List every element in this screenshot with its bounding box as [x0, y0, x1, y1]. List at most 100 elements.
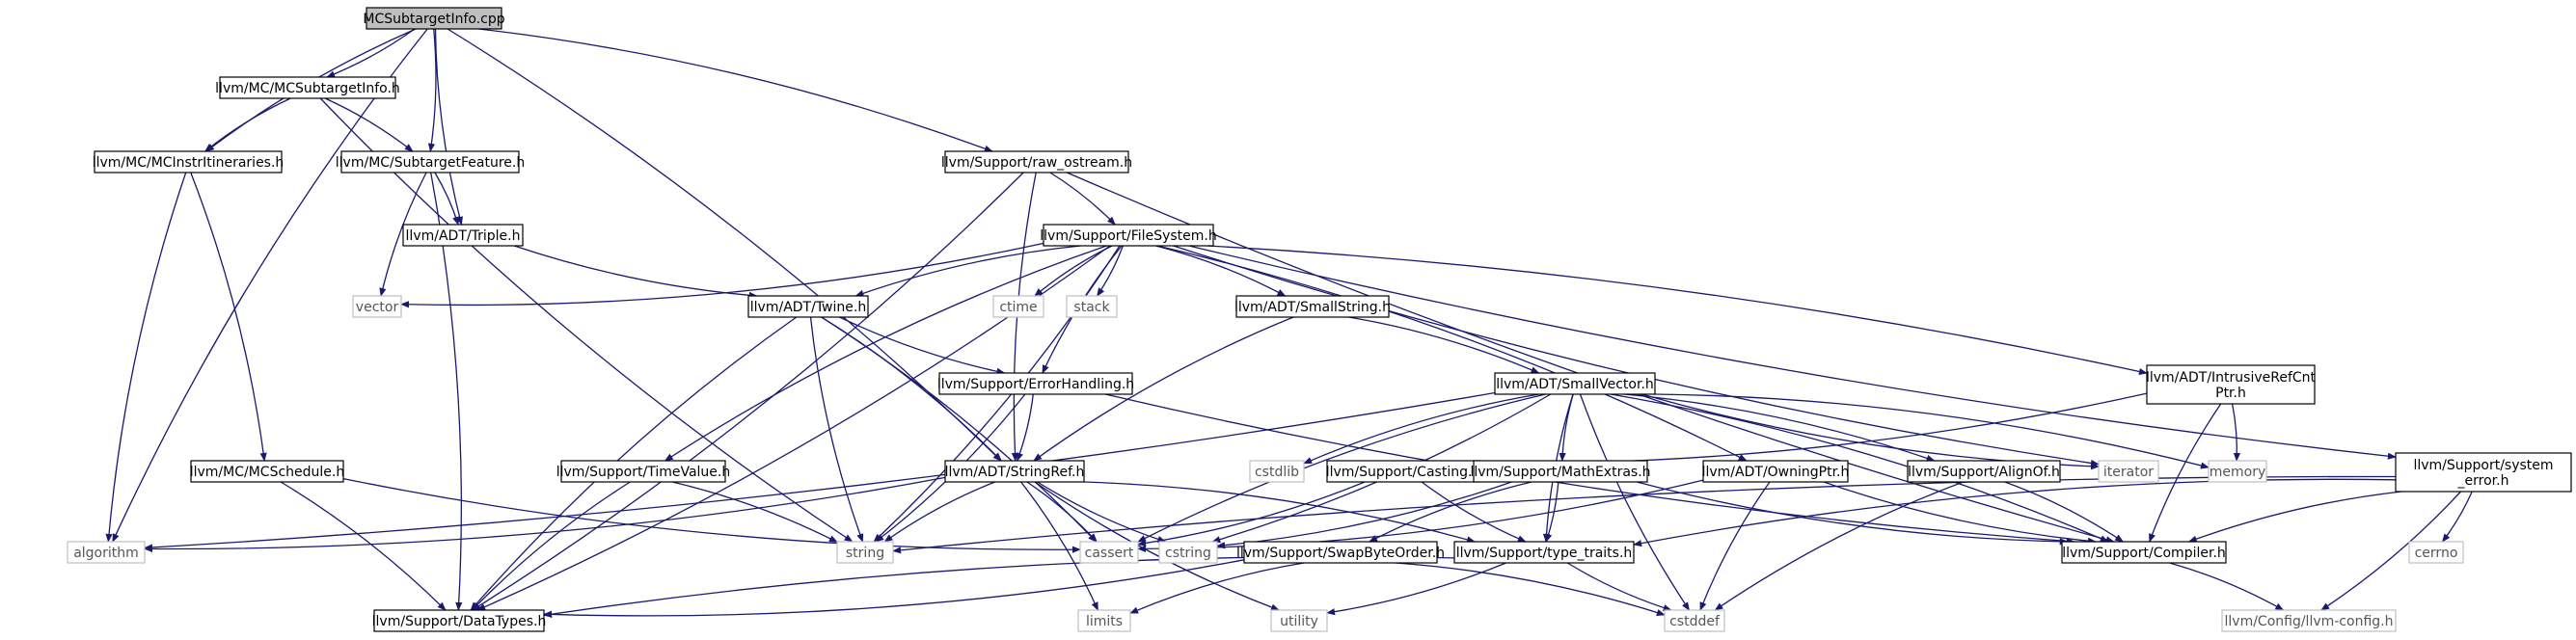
edge-llvm-mc-mcsubtargetinfo-h-to-llvm-mc-subtargetfeature-h [324, 97, 414, 152]
node-label: cerrno [2415, 546, 2458, 561]
node-mcsubtargetinfo-cpp[interactable]: MCSubtargetInfo.cpp [363, 7, 505, 30]
node-box [402, 224, 524, 247]
edge-llvm-support-alignof-h-to-llvm-support-compiler-h [2004, 481, 2125, 543]
edge-llvm-support-filesystem-h-to-llvm-adt-twine-h [854, 245, 1081, 297]
edge-llvm-support-swapbyteorder-h-to-llvm-support-datatypes-h [543, 559, 1245, 619]
node-limits: limits [1077, 609, 1131, 632]
edge-llvm-mc-mcinstritineraries-h-to-llvm-mc-mcschedule-h [190, 172, 267, 462]
node-llvm-mc-mcinstritineraries-h[interactable]: llvm/MC/MCInstrItineraries.h [93, 150, 285, 173]
node-llvm-support-mathextras-h[interactable]: llvm/Support/MathExtras.h [1470, 460, 1651, 483]
node-box [190, 460, 344, 483]
node-cstddef: cstddef [1664, 609, 1725, 632]
edge-llvm-support-mathextras-h-to-llvm-support-compiler-h [1637, 481, 2069, 546]
node-llvm-support-type-traits-h[interactable]: llvm/Support/type_traits.h [1453, 541, 1635, 564]
node-memory: memory [2208, 460, 2267, 483]
nodes: MCSubtargetInfo.cpp llvm/MC/MCSubtargetIn… [67, 7, 2572, 632]
edge-llvm-adt-triple-h-to-llvm-adt-twine-h [513, 245, 758, 299]
edge-llvm-support-timevalue-h-to-string [671, 481, 838, 543]
node-llvm-mc-mcschedule-h[interactable]: llvm/MC/MCSchedule.h [190, 460, 345, 483]
node-llvm-support-casting-h[interactable]: llvm/Support/Casting.h [1326, 460, 1481, 483]
node-label: cstring [1165, 546, 1211, 561]
edge-llvm-adt-smallstring-h-to-llvm-adt-stringref-h [1033, 316, 1294, 462]
node-box [944, 150, 1129, 173]
node-llvm-support-raw-ostream-h[interactable]: llvm/Support/raw_ostream.h [941, 150, 1132, 173]
edge-mcsubtargetinfo-cpp-to-llvm-support-raw-ostream-h [478, 28, 993, 152]
edge-mcsubtargetinfo-cpp-to-llvm-adt-stringref-h [447, 28, 1002, 462]
edge-llvm-support-filesystem-h-to-vector [400, 242, 1044, 308]
node-llvm-mc-subtargetfeature-h[interactable]: llvm/MC/SubtargetFeature.h [336, 150, 525, 173]
edge-llvm-adt-intrusiverefcntptr-h-to-llvm-support-casting-h [1478, 392, 2148, 467]
node-label: ctime [999, 300, 1037, 315]
node-label: vector [356, 300, 399, 315]
node-llvm-support-datatypes-h[interactable]: llvm/Support/DataTypes.h [372, 609, 547, 632]
node-label: cstddef [1669, 614, 1721, 629]
edge-llvm-mc-subtargetfeature-h-to-llvm-adt-triple-h [434, 172, 460, 226]
node-box [219, 76, 396, 99]
node-llvm-support-errorhandling-h[interactable]: llvm/Support/ErrorHandling.h [937, 372, 1134, 395]
node-box [836, 541, 894, 564]
node-label: llvm/MC/MCSchedule.h [190, 465, 345, 480]
edge-llvm-support-type-traits-h-to-llvm-support-datatypes-h [543, 555, 1455, 618]
edge-llvm-support-casting-h-to-cassert [1137, 481, 1366, 547]
node-llvm-adt-smallvector-h[interactable]: llvm/ADT/SmallVector.h [1494, 372, 1656, 395]
node-label: iterator [2103, 465, 2154, 480]
node-box [1079, 541, 1139, 564]
node-llvm-adt-twine-h[interactable]: llvm/ADT/Twine.h [747, 295, 869, 318]
edge-llvm-support-raw-ostream-h-to-llvm-support-datatypes-h [472, 172, 1024, 611]
node-label: llvm/Support/system [2413, 458, 2553, 473]
edge-llvm-adt-stringref-h-to-limits [1020, 481, 1098, 611]
node-llvm-support-filesystem-h[interactable]: llvm/Support/FileSystem.h [1040, 224, 1217, 247]
edge-llvm-support-system-error-h-to-cerrno [2441, 491, 2473, 543]
node-llvm-support-timevalue-h[interactable]: llvm/Support/TimeValue.h [556, 460, 731, 483]
node-label: llvm/Support/MathExtras.h [1470, 465, 1650, 480]
node-llvm-support-alignof-h[interactable]: llvm/Support/AlignOf.h [1907, 460, 2061, 483]
edge-llvm-adt-stringref-h-to-llvm-support-type-traits-h [1083, 481, 1476, 544]
node-label: llvm/Support/TimeValue.h [556, 465, 731, 480]
node-llvm-adt-owningptr-h[interactable]: llvm/ADT/OwningPtr.h [1702, 460, 1850, 483]
edge-llvm-adt-smallvector-h-to-algorithm [144, 391, 1496, 551]
edge-llvm-adt-twine-h-to-cassert [821, 316, 1098, 543]
edge-llvm-support-filesystem-h-to-stack [1097, 245, 1125, 297]
edge-llvm-support-errorhandling-h-to-llvm-support-compiler-h [1105, 393, 2075, 546]
edge-llvm-support-filesystem-h-to-string [873, 245, 1121, 543]
edge-llvm-support-mathextras-h-to-cstring [1216, 481, 1512, 549]
edge-llvm-support-errorhandling-h-to-llvm-adt-stringref-h [1017, 393, 1034, 462]
node-box [67, 541, 146, 564]
node-box [1702, 460, 1849, 483]
edge-mcsubtargetinfo-cpp-to-llvm-mc-subtargetfeature-h [427, 28, 437, 152]
node-iterator: iterator [2098, 460, 2159, 483]
node-llvm-mc-mcsubtargetinfo-h[interactable]: llvm/MC/MCSubtargetInfo.h [215, 76, 400, 99]
node-label: llvm/Support/AlignOf.h [1908, 465, 2060, 480]
node-box [560, 460, 726, 483]
edge-llvm-adt-twine-h-to-llvm-support-errorhandling-h [839, 316, 1006, 375]
edge-llvm-support-filesystem-h-to-iterator [1173, 245, 2100, 467]
node-llvm-adt-triple-h[interactable]: llvm/ADT/Triple.h [402, 224, 524, 247]
edge-llvm-support-timevalue-h-to-llvm-support-datatypes-h [471, 481, 631, 611]
node-label: llvm/MC/SubtargetFeature.h [336, 155, 525, 171]
node-box [94, 150, 283, 173]
node-algorithm: algorithm [67, 541, 146, 564]
node-box [1235, 295, 1390, 318]
edge-llvm-adt-stringref-h-to-string [883, 481, 995, 543]
node-llvm-config-llvm-config-h: llvm/Config/llvm-config.h [2221, 609, 2397, 632]
node-llvm-support-compiler-h[interactable]: llvm/Support/Compiler.h [2061, 541, 2227, 564]
edge-llvm-support-filesystem-h-to-llvm-support-system-error-h [1188, 245, 2397, 460]
node-label: llvm/Support/Compiler.h [2062, 546, 2226, 561]
edge-llvm-mc-mcschedule-h-to-cassert [342, 477, 1081, 553]
node-label: MCSubtargetInfo.cpp [363, 12, 504, 27]
node-llvm-support-system-error-h[interactable]: llvm/Support/system_error.h [2395, 452, 2572, 493]
node-label: llvm/ADT/IntrusiveRefCnt [2146, 370, 2317, 386]
edge-llvm-adt-owningptr-h-to-cassert [1137, 479, 1704, 552]
node-cstring: cstring [1158, 541, 1218, 564]
node-label: stack [1073, 300, 1110, 315]
node-llvm-adt-stringref-h[interactable]: llvm/ADT/StringRef.h [944, 460, 1085, 483]
edge-llvm-support-swapbyteorder-h-to-limits [1129, 562, 1305, 614]
edge-llvm-mc-subtargetfeature-h-to-vector [379, 172, 427, 297]
node-llvm-adt-smallstring-h[interactable]: llvm/ADT/SmallString.h [1234, 295, 1391, 318]
node-label: llvm/Support/DataTypes.h [372, 614, 547, 629]
edge-llvm-support-system-error-h-to-string [892, 475, 2397, 554]
edge-llvm-support-casting-h-to-llvm-support-type-traits-h [1421, 481, 1527, 543]
node-box [373, 609, 545, 632]
node-llvm-support-swapbyteorder-h[interactable]: llvm/Support/SwapByteOrder.h [1236, 541, 1445, 564]
